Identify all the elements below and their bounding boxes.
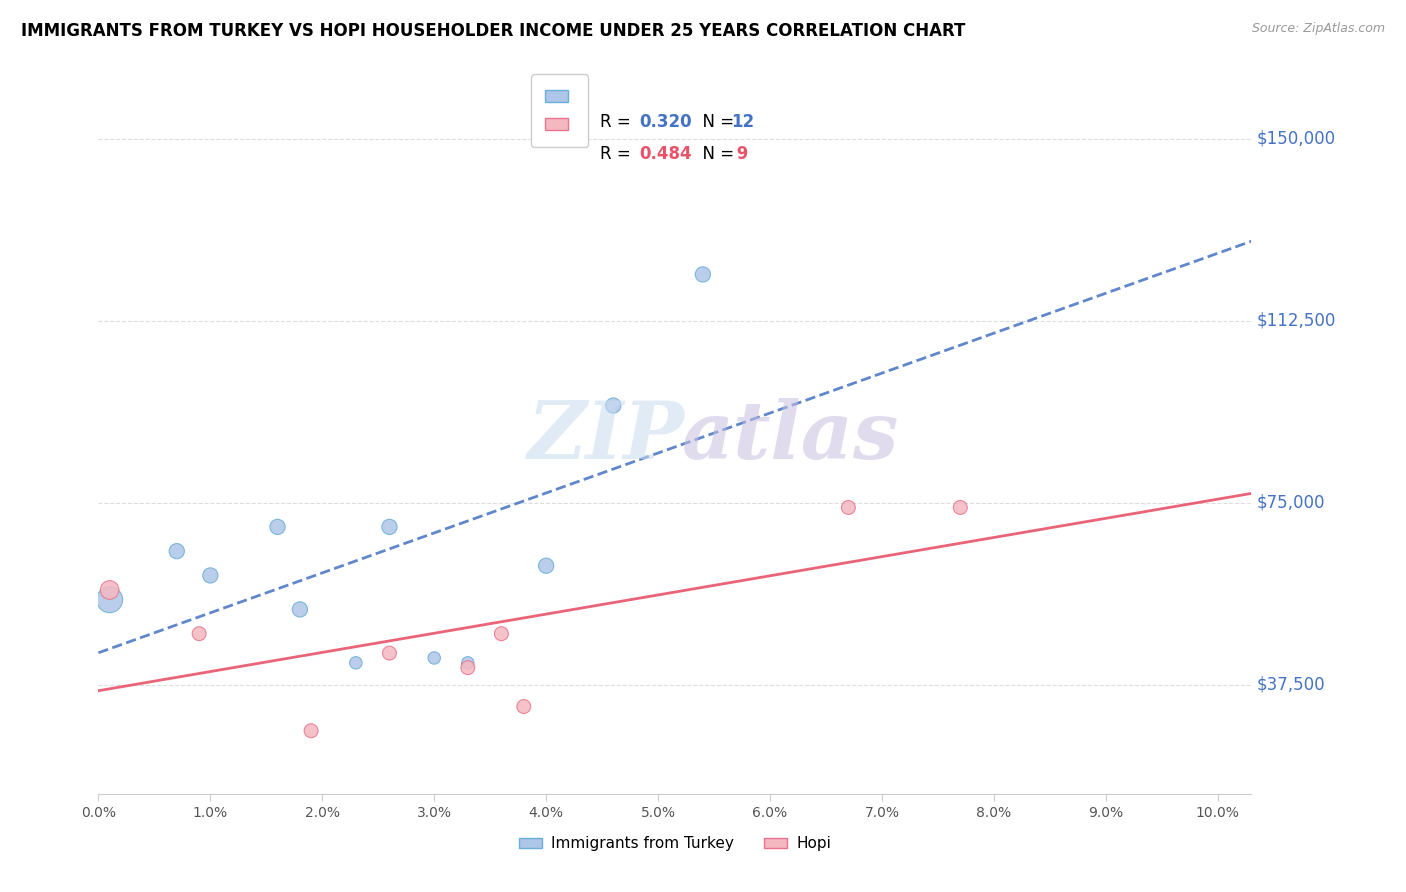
Point: [534, 558, 557, 573]
Point: [491, 626, 513, 640]
Text: 0.320: 0.320: [640, 113, 692, 131]
Text: N =: N =: [692, 113, 740, 131]
Point: [513, 699, 536, 714]
Text: $37,500: $37,500: [1257, 675, 1326, 694]
Point: [949, 500, 972, 515]
Point: [344, 656, 367, 670]
Text: IMMIGRANTS FROM TURKEY VS HOPI HOUSEHOLDER INCOME UNDER 25 YEARS CORRELATION CHA: IMMIGRANTS FROM TURKEY VS HOPI HOUSEHOLD…: [21, 22, 966, 40]
Point: [378, 520, 401, 534]
Text: R =: R =: [600, 113, 637, 131]
Point: [166, 544, 188, 558]
Point: [266, 520, 288, 534]
Point: [692, 268, 714, 282]
Point: [378, 646, 401, 660]
Text: 0.484: 0.484: [640, 145, 692, 163]
Text: $75,000: $75,000: [1257, 493, 1326, 512]
Text: atlas: atlas: [682, 399, 898, 475]
Point: [288, 602, 311, 616]
Point: [457, 656, 479, 670]
Point: [457, 661, 479, 675]
Point: [299, 723, 322, 738]
Text: N =: N =: [692, 145, 740, 163]
Point: [602, 399, 624, 413]
Point: [423, 651, 446, 665]
Text: R =: R =: [600, 145, 637, 163]
Point: [837, 500, 859, 515]
Text: 12: 12: [731, 113, 754, 131]
Text: $112,500: $112,500: [1257, 311, 1337, 329]
Point: [200, 568, 222, 582]
Text: 9: 9: [731, 145, 748, 163]
Point: [98, 582, 121, 597]
Legend: Immigrants from Turkey, Hopi: Immigrants from Turkey, Hopi: [513, 830, 837, 857]
Point: [188, 626, 211, 640]
Text: ZIP: ZIP: [527, 399, 685, 475]
Text: $150,000: $150,000: [1257, 129, 1336, 147]
Point: [98, 592, 121, 607]
Text: Source: ZipAtlas.com: Source: ZipAtlas.com: [1251, 22, 1385, 36]
